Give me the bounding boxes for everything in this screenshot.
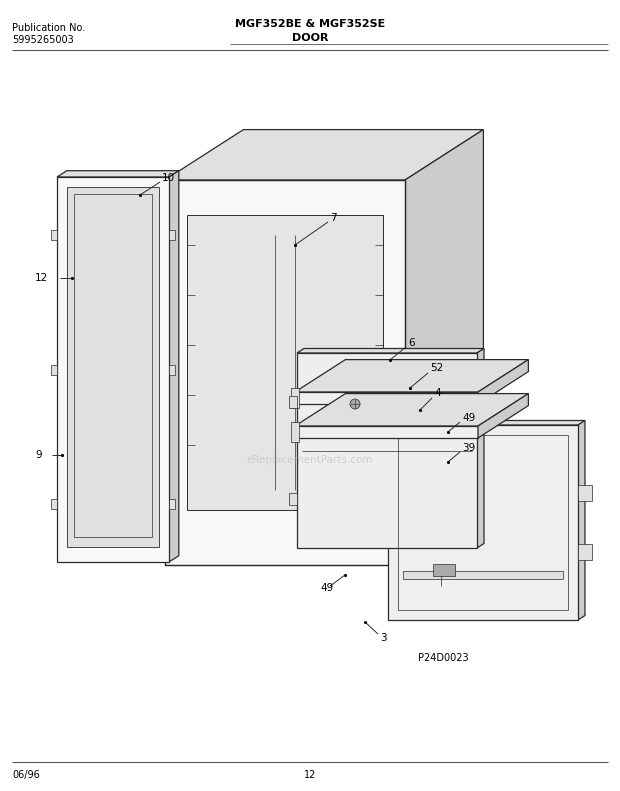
Polygon shape bbox=[295, 426, 478, 438]
Polygon shape bbox=[295, 360, 528, 392]
Text: 12: 12 bbox=[304, 770, 316, 780]
Text: 49: 49 bbox=[320, 583, 333, 593]
Polygon shape bbox=[51, 229, 57, 240]
Polygon shape bbox=[51, 365, 57, 374]
Text: 3: 3 bbox=[380, 633, 387, 643]
Text: 52: 52 bbox=[430, 363, 443, 373]
Text: 6: 6 bbox=[408, 338, 415, 348]
Text: 10: 10 bbox=[162, 173, 175, 183]
Text: 9: 9 bbox=[35, 450, 42, 460]
Text: 5995265003: 5995265003 bbox=[12, 35, 74, 45]
Polygon shape bbox=[403, 571, 563, 579]
Text: 49: 49 bbox=[462, 413, 476, 423]
Text: 39: 39 bbox=[462, 443, 476, 453]
Polygon shape bbox=[289, 494, 297, 505]
Text: 06/96: 06/96 bbox=[12, 770, 40, 780]
Polygon shape bbox=[578, 421, 585, 620]
Polygon shape bbox=[57, 171, 179, 177]
Polygon shape bbox=[478, 360, 528, 404]
Polygon shape bbox=[291, 422, 299, 442]
Polygon shape bbox=[67, 187, 159, 547]
Polygon shape bbox=[478, 394, 528, 438]
Polygon shape bbox=[295, 392, 478, 404]
Polygon shape bbox=[388, 425, 578, 620]
Polygon shape bbox=[165, 130, 484, 180]
Polygon shape bbox=[578, 485, 592, 501]
Polygon shape bbox=[477, 349, 484, 548]
Text: DOOR: DOOR bbox=[292, 33, 328, 43]
Polygon shape bbox=[165, 180, 405, 565]
Polygon shape bbox=[297, 349, 484, 353]
Polygon shape bbox=[433, 564, 455, 576]
Polygon shape bbox=[51, 499, 57, 509]
Polygon shape bbox=[297, 353, 477, 548]
Polygon shape bbox=[169, 499, 175, 509]
Text: 12: 12 bbox=[35, 273, 48, 283]
Circle shape bbox=[350, 399, 360, 409]
Text: 4: 4 bbox=[434, 388, 441, 398]
Polygon shape bbox=[578, 543, 592, 560]
Polygon shape bbox=[291, 388, 299, 408]
Polygon shape bbox=[289, 396, 297, 407]
Polygon shape bbox=[169, 171, 179, 562]
Text: eReplacementParts.com: eReplacementParts.com bbox=[247, 455, 373, 465]
Polygon shape bbox=[295, 394, 528, 426]
Polygon shape bbox=[169, 365, 175, 374]
Polygon shape bbox=[57, 177, 169, 562]
Text: Publication No.: Publication No. bbox=[12, 23, 86, 33]
Polygon shape bbox=[244, 130, 484, 515]
Text: 7: 7 bbox=[330, 213, 337, 223]
Polygon shape bbox=[405, 130, 484, 565]
Text: MGF352BE & MGF352SE: MGF352BE & MGF352SE bbox=[235, 19, 385, 29]
Polygon shape bbox=[169, 229, 175, 240]
Polygon shape bbox=[388, 421, 585, 425]
Text: P24D0023: P24D0023 bbox=[418, 653, 469, 663]
Polygon shape bbox=[187, 215, 383, 510]
